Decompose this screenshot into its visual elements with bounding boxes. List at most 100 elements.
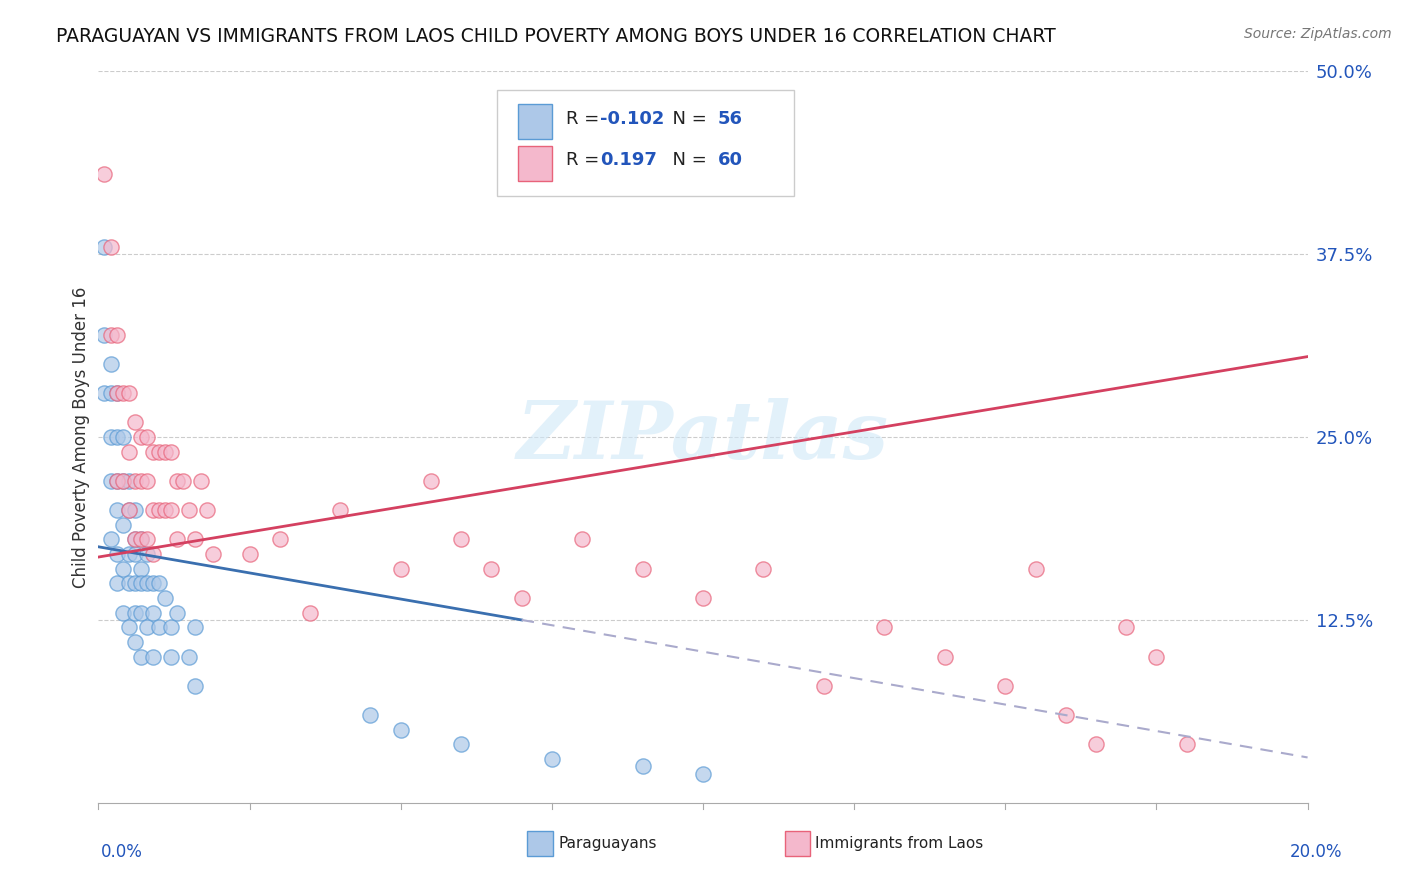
Point [540,752,562,766]
Point [420,474,443,488]
Point [111,606,134,620]
Point [129,576,152,591]
Point [100,357,122,371]
Point [631,759,654,773]
Point [118,444,141,458]
Point [111,474,134,488]
Point [135,576,157,591]
Point [105,474,128,488]
Point [100,533,122,547]
Point [111,562,134,576]
Point [184,620,207,634]
FancyBboxPatch shape [498,90,793,195]
Point [873,620,896,634]
Point [692,591,714,605]
Point [153,591,176,605]
Point [631,562,654,576]
Point [142,649,165,664]
Point [389,723,412,737]
Text: 60: 60 [717,152,742,169]
Point [195,503,218,517]
Point [135,547,157,561]
Point [100,327,122,342]
Point [360,708,382,723]
FancyBboxPatch shape [517,104,553,139]
Point [111,517,134,532]
Point [510,591,533,605]
Point [129,533,152,547]
Point [142,576,165,591]
Point [129,474,152,488]
Point [129,562,152,576]
Point [166,474,188,488]
Text: 0.197: 0.197 [600,152,657,169]
Point [124,474,146,488]
Point [160,620,183,634]
Point [148,620,170,634]
Point [142,547,165,561]
Point [105,386,128,401]
Point [1054,708,1077,723]
Text: 20.0%: 20.0% [1291,843,1343,861]
Text: Source: ZipAtlas.com: Source: ZipAtlas.com [1244,27,1392,41]
Text: PARAGUAYAN VS IMMIGRANTS FROM LAOS CHILD POVERTY AMONG BOYS UNDER 16 CORRELATION: PARAGUAYAN VS IMMIGRANTS FROM LAOS CHILD… [56,27,1056,45]
Point [105,327,128,342]
Point [129,533,152,547]
Point [450,737,472,751]
Point [692,766,714,780]
Point [124,533,146,547]
Point [129,649,152,664]
Point [184,533,207,547]
Point [105,503,128,517]
Point [135,474,157,488]
Point [124,635,146,649]
Point [105,430,128,444]
Point [100,474,122,488]
Point [148,503,170,517]
Point [111,386,134,401]
FancyBboxPatch shape [517,146,553,181]
Point [190,474,212,488]
Point [100,240,122,254]
Text: ZIPatlas: ZIPatlas [517,399,889,475]
Point [299,606,322,620]
Point [93,167,115,181]
Point [184,679,207,693]
Point [124,606,146,620]
Point [118,576,141,591]
Point [118,503,141,517]
Point [93,327,115,342]
Y-axis label: Child Poverty Among Boys Under 16: Child Poverty Among Boys Under 16 [72,286,90,588]
Point [118,474,141,488]
Point [1115,620,1137,634]
Point [111,430,134,444]
Point [329,503,352,517]
Point [135,430,157,444]
Point [172,474,194,488]
Point [1085,737,1108,751]
Point [202,547,225,561]
Point [166,606,188,620]
Point [118,386,141,401]
Point [153,444,176,458]
Text: Immigrants from Laos: Immigrants from Laos [815,837,984,851]
Point [1175,737,1198,751]
Point [111,474,134,488]
Point [153,503,176,517]
Point [100,430,122,444]
Point [269,533,291,547]
Point [124,533,146,547]
Point [752,562,775,576]
Point [160,503,183,517]
Point [129,606,152,620]
Point [160,649,183,664]
Point [124,416,146,430]
Point [100,386,122,401]
Text: R =: R = [567,110,606,128]
Point [571,533,593,547]
Text: 56: 56 [717,110,742,128]
Point [93,240,115,254]
Point [1144,649,1167,664]
Point [160,444,183,458]
Point [389,562,412,576]
